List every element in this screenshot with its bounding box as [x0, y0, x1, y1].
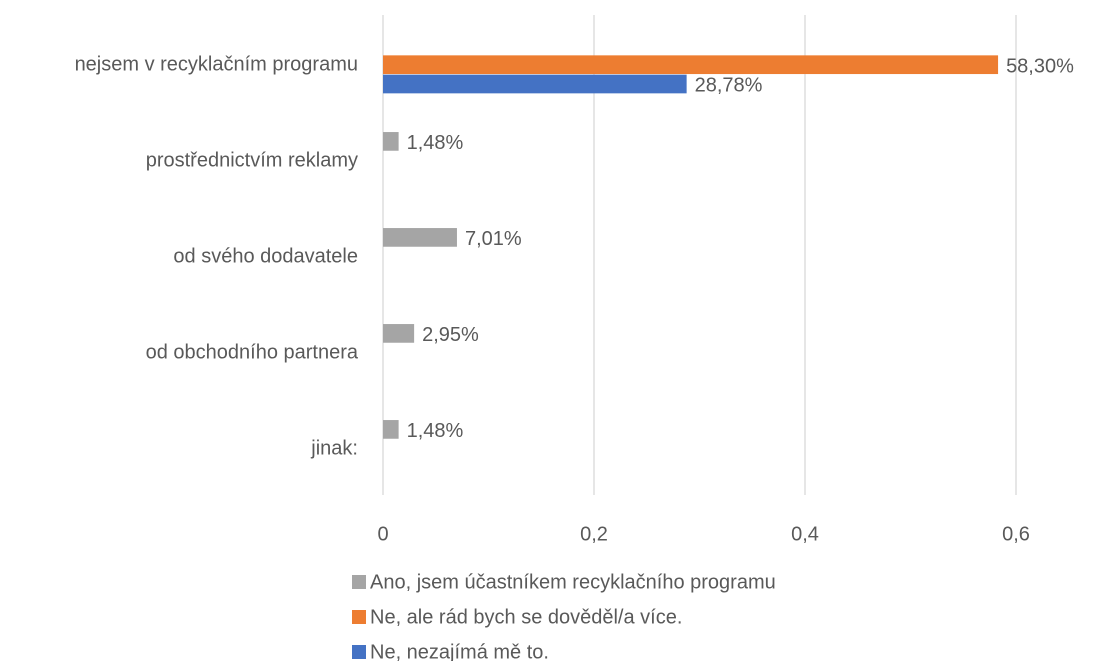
y-tick-label: od obchodního partnera — [146, 341, 359, 363]
y-tick-label: od svého dodavatele — [173, 245, 358, 267]
bar — [383, 228, 457, 247]
bar — [383, 324, 415, 343]
legend-swatch — [352, 575, 366, 589]
data-label: 1,48% — [407, 420, 464, 442]
bar — [383, 74, 687, 94]
data-label: 2,95% — [422, 324, 479, 346]
data-label: 1,48% — [407, 132, 464, 154]
y-tick-label: prostřednictvím reklamy — [146, 149, 358, 171]
legend-label: Ne, ale rád bych se dověděl/a více. — [370, 606, 682, 628]
legend-label: Ne, nezajímá mě to. — [370, 641, 549, 661]
data-label: 7,01% — [465, 228, 522, 250]
y-tick-label: jinak: — [310, 437, 358, 459]
bar — [383, 132, 399, 151]
bar — [383, 420, 399, 439]
legend-label: Ano, jsem účastníkem recyklačního progra… — [370, 571, 776, 593]
x-tick-label: 0,2 — [580, 523, 608, 545]
y-tick-label: nejsem v recyklačním programu — [75, 53, 358, 75]
x-tick-label: 0 — [377, 523, 388, 545]
bar — [383, 55, 999, 75]
x-tick-label: 0,4 — [791, 523, 819, 545]
legend-swatch — [352, 645, 366, 659]
x-tick-label: 0,6 — [1002, 523, 1030, 545]
data-label: 58,30% — [1006, 55, 1074, 77]
legend-swatch — [352, 610, 366, 624]
data-label: 28,78% — [695, 75, 763, 97]
